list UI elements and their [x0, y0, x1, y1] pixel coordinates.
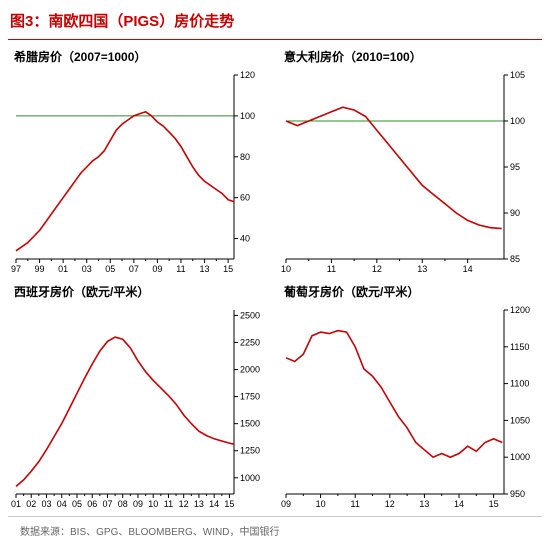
panel-italy: 意大利房价（2010=100） 85 90 95 100 105 10 11 12 13 14	[278, 46, 542, 277]
svg-text:01: 01	[58, 264, 68, 274]
svg-text:11: 11	[164, 499, 173, 509]
svg-text:12: 12	[372, 264, 382, 274]
svg-text:1050: 1050	[510, 415, 530, 425]
chart-grid: 希腊房价（2007=1000） 40 60 80 100 120 97 99 01 03 05 07…	[8, 46, 542, 512]
svg-text:08: 08	[118, 499, 128, 509]
chart-greece: 40 60 80 100 120 97 99 01 03 05 07 09 11 13 15	[8, 69, 272, 277]
panel-title-greece: 希腊房价（2007=1000）	[8, 46, 272, 69]
svg-text:09: 09	[281, 499, 291, 509]
svg-text:05: 05	[72, 499, 82, 509]
svg-text:13: 13	[419, 499, 429, 509]
svg-text:1250: 1250	[240, 446, 260, 456]
svg-text:99: 99	[35, 264, 45, 274]
svg-text:07: 07	[102, 499, 112, 509]
svg-text:1750: 1750	[240, 392, 260, 402]
svg-text:14: 14	[463, 264, 473, 274]
svg-text:14: 14	[209, 499, 219, 509]
svg-text:06: 06	[87, 499, 97, 509]
panel-title-spain: 西班牙房价（欧元/平米）	[8, 281, 272, 304]
svg-text:12: 12	[179, 499, 189, 509]
svg-text:11: 11	[351, 499, 360, 509]
svg-text:60: 60	[240, 193, 250, 203]
svg-text:80: 80	[240, 152, 250, 162]
svg-text:97: 97	[11, 264, 21, 274]
svg-text:95: 95	[510, 162, 520, 172]
svg-text:950: 950	[510, 489, 525, 499]
svg-text:120: 120	[240, 70, 255, 80]
svg-text:2000: 2000	[240, 365, 260, 375]
panel-title-portugal: 葡萄牙房价（欧元/平米）	[278, 281, 542, 304]
svg-text:40: 40	[240, 234, 250, 244]
panel-portugal: 葡萄牙房价（欧元/平米） 950 1000 1050 1100 1150 1200 09 10…	[278, 281, 542, 512]
svg-text:1200: 1200	[510, 305, 530, 315]
svg-text:09: 09	[133, 499, 143, 509]
svg-text:100: 100	[240, 111, 255, 121]
svg-text:90: 90	[510, 208, 520, 218]
svg-text:07: 07	[129, 264, 139, 274]
panel-greece: 希腊房价（2007=1000） 40 60 80 100 120 97 99 01 03 05 07…	[8, 46, 272, 277]
svg-text:15: 15	[489, 499, 499, 509]
panel-title-italy: 意大利房价（2010=100）	[278, 46, 542, 69]
svg-text:14: 14	[454, 499, 464, 509]
svg-text:105: 105	[510, 70, 525, 80]
svg-text:1100: 1100	[510, 379, 529, 389]
svg-text:1500: 1500	[240, 419, 260, 429]
svg-text:11: 11	[327, 264, 336, 274]
svg-text:11: 11	[176, 264, 185, 274]
svg-text:10: 10	[281, 264, 291, 274]
svg-text:13: 13	[200, 264, 210, 274]
svg-text:2250: 2250	[240, 337, 260, 347]
svg-text:15: 15	[224, 499, 234, 509]
svg-text:02: 02	[26, 499, 36, 509]
svg-text:05: 05	[105, 264, 115, 274]
svg-text:03: 03	[41, 499, 51, 509]
svg-text:100: 100	[510, 116, 525, 126]
svg-text:09: 09	[152, 264, 162, 274]
svg-text:13: 13	[417, 264, 427, 274]
source-text: 数据来源：BIS、GPG、BLOOMBERG、WIND，中国银行	[8, 516, 542, 538]
svg-text:04: 04	[57, 499, 67, 509]
svg-text:10: 10	[316, 499, 326, 509]
chart-spain: 1000 1250 1500 1750 2000 2250 2500 01 02 03 04 05 06…	[8, 304, 272, 512]
panel-spain: 西班牙房价（欧元/平米） 1000 1250 1500 1750 2000 2250 250…	[8, 281, 272, 512]
svg-text:01: 01	[11, 499, 21, 509]
chart-portugal: 950 1000 1050 1100 1150 1200 09 10 11 12 13 14 15	[278, 304, 542, 512]
svg-text:15: 15	[223, 264, 233, 274]
svg-text:85: 85	[510, 254, 520, 264]
svg-text:13: 13	[194, 499, 204, 509]
svg-text:1150: 1150	[510, 342, 529, 352]
svg-text:03: 03	[82, 264, 92, 274]
svg-text:1000: 1000	[240, 473, 260, 483]
svg-text:12: 12	[385, 499, 395, 509]
chart-italy: 85 90 95 100 105 10 11 12 13 14	[278, 69, 542, 277]
figure-title: 图3：南欧四国（PIGS）房价走势	[8, 6, 542, 40]
svg-text:2500: 2500	[240, 310, 260, 320]
svg-text:1000: 1000	[510, 452, 530, 462]
svg-text:10: 10	[148, 499, 158, 509]
